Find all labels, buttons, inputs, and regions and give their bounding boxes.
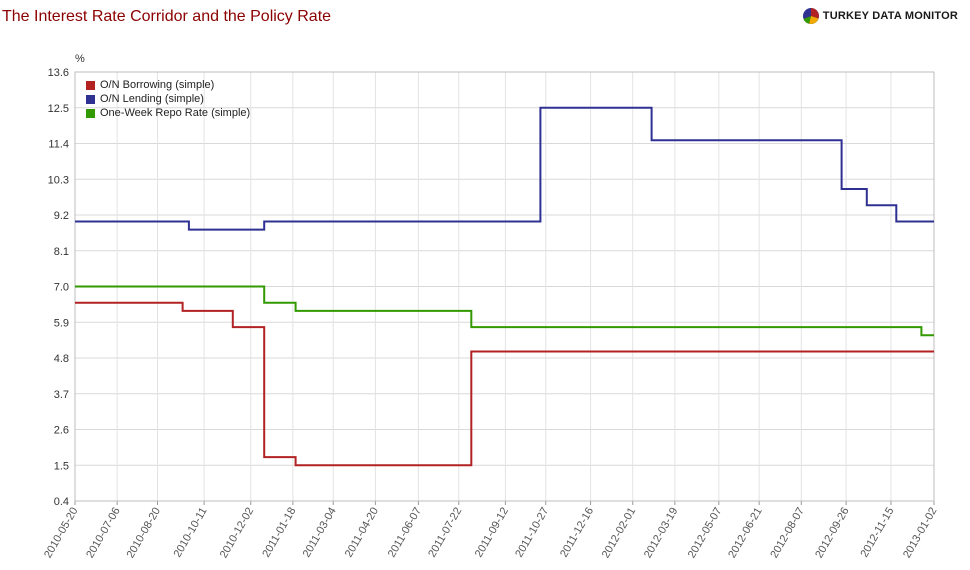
legend-swatch	[86, 80, 95, 90]
y-tick-label: 12.5	[48, 103, 69, 115]
x-tick-label: 2010-05-20	[42, 506, 81, 561]
series-line-1	[75, 106, 934, 231]
legend-label: O/N Borrowing (simple)	[100, 79, 215, 91]
brand-logo: TURKEY DATA MONITOR	[802, 7, 958, 25]
series-lines	[75, 106, 934, 467]
series-line-0	[75, 301, 934, 467]
x-tick-label: 2012-03-19	[642, 506, 681, 561]
x-tick-label: 2011-09-12	[473, 506, 511, 560]
x-tick-label: 2011-03-04	[301, 506, 339, 560]
x-tick-label: 2011-07-22	[426, 506, 464, 560]
x-tick-label: 2012-09-26	[813, 506, 852, 561]
y-tick-label: 8.1	[54, 246, 69, 258]
y-axis-label: %	[75, 53, 85, 65]
chart-title: The Interest Rate Corridor and the Polic…	[2, 8, 332, 25]
y-tick-label: 3.7	[54, 389, 69, 401]
y-tick-label: 1.5	[54, 460, 69, 472]
y-tick-label: 0.4	[54, 496, 69, 508]
brand-name: TURKEY DATA MONITOR	[822, 10, 958, 22]
x-tick-label: 2011-12-16	[558, 506, 596, 560]
brand-pie-icon	[802, 8, 819, 25]
x-tick-label: 2011-06-07	[386, 506, 424, 560]
legend-item[interactable]: O/N Borrowing (simple)	[86, 78, 250, 92]
y-tick-label: 10.3	[48, 174, 69, 186]
legend-item[interactable]: O/N Lending (simple)	[86, 92, 250, 106]
x-tick-label: 2010-12-02	[218, 506, 257, 561]
legend-swatch	[86, 108, 95, 118]
x-tick-label: 2011-10-27	[513, 506, 551, 560]
legend-item[interactable]: One-Week Repo Rate (simple)	[86, 106, 250, 120]
x-tick-label: 2010-08-20	[125, 506, 164, 561]
x-tick-label: 2012-11-15	[858, 506, 896, 560]
x-tick-label: 2012-02-01	[600, 506, 639, 561]
x-tick-label: 2011-01-18	[260, 506, 298, 560]
legend-swatch	[86, 94, 95, 104]
x-tick-label: 2012-05-07	[686, 506, 725, 561]
x-tick-label: 2010-07-06	[84, 506, 123, 561]
y-tick-label: 13.6	[48, 67, 69, 79]
y-tick-label: 11.4	[48, 139, 69, 151]
x-tick-label: 2012-08-07	[768, 506, 807, 561]
legend-label: One-Week Repo Rate (simple)	[100, 107, 251, 119]
y-tick-label: 5.9	[54, 317, 69, 329]
x-tick-label: 2011-04-20	[343, 506, 381, 560]
x-tick-label: 2010-10-11	[172, 506, 210, 560]
y-tick-label: 7.0	[54, 282, 69, 294]
x-tick-label: 2012-06-21	[726, 506, 765, 561]
y-tick-label: 2.6	[54, 425, 69, 437]
y-tick-label: 9.2	[54, 210, 69, 222]
series-line-2	[75, 285, 934, 337]
x-tick-label: 2013-01-02	[901, 506, 940, 561]
y-tick-label: 4.8	[54, 353, 69, 365]
legend: O/N Borrowing (simple) O/N Lending (simpl…	[86, 78, 250, 120]
legend-label: O/N Lending (simple)	[100, 93, 204, 105]
